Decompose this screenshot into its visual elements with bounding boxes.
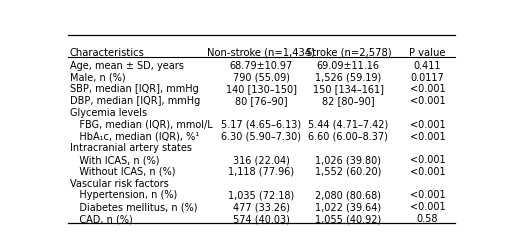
Text: <0.001: <0.001 xyxy=(409,166,444,176)
Text: CAD, n (%): CAD, n (%) xyxy=(70,213,132,223)
Text: 6.60 (6.00–8.37): 6.60 (6.00–8.37) xyxy=(308,131,387,141)
Text: 316 (22.04): 316 (22.04) xyxy=(233,154,289,164)
Text: 68.79±10.97: 68.79±10.97 xyxy=(229,60,293,70)
Text: DBP, median [IQR], mmHg: DBP, median [IQR], mmHg xyxy=(70,96,200,106)
Text: 0.58: 0.58 xyxy=(416,213,437,223)
Text: Vascular risk factors: Vascular risk factors xyxy=(70,178,168,188)
Text: 80 [76–90]: 80 [76–90] xyxy=(235,96,287,106)
Text: Stroke (n=2,578): Stroke (n=2,578) xyxy=(305,47,390,57)
Text: <0.001: <0.001 xyxy=(409,154,444,164)
Text: 574 (40.03): 574 (40.03) xyxy=(233,213,289,223)
Text: 1,026 (39.80): 1,026 (39.80) xyxy=(315,154,381,164)
Text: Without ICAS, n (%): Without ICAS, n (%) xyxy=(70,166,175,176)
Text: HbA₁c, median (IQR), %¹: HbA₁c, median (IQR), %¹ xyxy=(70,131,199,141)
Text: <0.001: <0.001 xyxy=(409,131,444,141)
Text: Glycemia levels: Glycemia levels xyxy=(70,108,147,118)
Text: Hypertension, n (%): Hypertension, n (%) xyxy=(70,190,177,200)
Text: 5.44 (4.71–7.42): 5.44 (4.71–7.42) xyxy=(307,119,388,129)
Text: 1,055 (40.92): 1,055 (40.92) xyxy=(315,213,381,223)
Text: Non-stroke (n=1,434): Non-stroke (n=1,434) xyxy=(207,47,315,57)
Text: Characteristics: Characteristics xyxy=(70,47,144,57)
Text: 5.17 (4.65–6.13): 5.17 (4.65–6.13) xyxy=(221,119,301,129)
Text: <0.001: <0.001 xyxy=(409,84,444,94)
Text: 0.411: 0.411 xyxy=(413,60,440,70)
Text: 1,035 (72.18): 1,035 (72.18) xyxy=(228,190,294,200)
Text: 150 [134–161]: 150 [134–161] xyxy=(312,84,383,94)
Text: FBG, median (IQR), mmol/L: FBG, median (IQR), mmol/L xyxy=(70,119,212,129)
Text: SBP, median [IQR], mmHg: SBP, median [IQR], mmHg xyxy=(70,84,198,94)
Text: 140 [130–150]: 140 [130–150] xyxy=(225,84,296,94)
Text: 1,118 (77.96): 1,118 (77.96) xyxy=(228,166,294,176)
Text: 1,022 (39.64): 1,022 (39.64) xyxy=(315,202,381,211)
Text: <0.001: <0.001 xyxy=(409,119,444,129)
Text: Intracranial artery states: Intracranial artery states xyxy=(70,143,191,153)
Text: <0.001: <0.001 xyxy=(409,96,444,106)
Text: 790 (55.09): 790 (55.09) xyxy=(233,72,289,82)
Text: 1,552 (60.20): 1,552 (60.20) xyxy=(315,166,381,176)
Text: <0.001: <0.001 xyxy=(409,190,444,200)
Text: 6.30 (5.90–7.30): 6.30 (5.90–7.30) xyxy=(221,131,301,141)
Text: 477 (33.26): 477 (33.26) xyxy=(233,202,289,211)
Text: 1,526 (59.19): 1,526 (59.19) xyxy=(315,72,381,82)
Text: Male, n (%): Male, n (%) xyxy=(70,72,125,82)
Text: 82 [80–90]: 82 [80–90] xyxy=(321,96,374,106)
Text: Diabetes mellitus, n (%): Diabetes mellitus, n (%) xyxy=(70,202,197,211)
Text: Age, mean ± SD, years: Age, mean ± SD, years xyxy=(70,60,183,70)
Text: 69.09±11.16: 69.09±11.16 xyxy=(316,60,379,70)
Text: 0.0117: 0.0117 xyxy=(410,72,443,82)
Text: With ICAS, n (%): With ICAS, n (%) xyxy=(70,154,159,164)
Text: 2,080 (80.68): 2,080 (80.68) xyxy=(315,190,381,200)
Text: <0.001: <0.001 xyxy=(409,202,444,211)
Text: P value: P value xyxy=(408,47,445,57)
